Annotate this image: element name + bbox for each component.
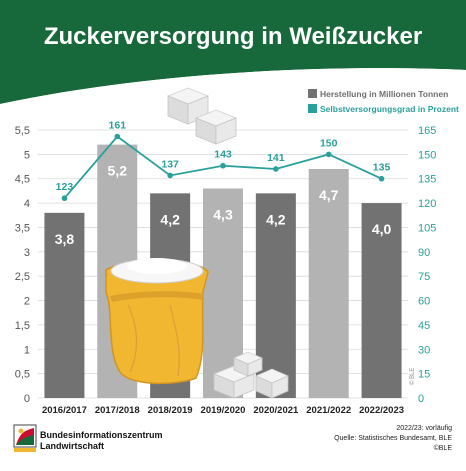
right-tick-label: 60 [418, 296, 430, 308]
line-value-label: 161 [109, 119, 127, 131]
footer-org-line1: Bundesinformationszentrum [40, 430, 163, 440]
line-value-label: 135 [373, 162, 391, 174]
bar [44, 212, 85, 398]
bar [361, 203, 402, 398]
bar-value-label: 4,2 [160, 211, 180, 227]
right-tick-label: 75 [418, 271, 430, 283]
bar-value-label: 4,2 [266, 211, 286, 227]
line-value-label: 150 [320, 137, 338, 149]
bar-value-label: 4,0 [372, 221, 392, 237]
x-tick-label: 2016/2017 [42, 405, 87, 416]
bar [308, 168, 349, 398]
line-point [114, 133, 121, 140]
right-tick-label: 15 [418, 369, 430, 381]
right-tick-label: 150 [418, 149, 436, 161]
bar [255, 193, 296, 398]
footer-org-line2: Landwirtschaft [40, 441, 104, 451]
left-tick-label: 4,5 [15, 174, 30, 186]
header-band [0, 0, 466, 112]
line-value-label: 123 [56, 181, 74, 193]
page-title: Zuckerversorgung in Weißzucker [44, 23, 422, 50]
line-value-label: 141 [267, 152, 285, 164]
sugar-cubes-bottom-illustration [212, 351, 289, 399]
line-point [167, 172, 173, 179]
left-tick-label: 4 [24, 198, 30, 210]
right-axis-ticks: 0 15 30 45 60 75 90 105 120 135 150 165 [418, 125, 436, 405]
right-tick-label: 165 [418, 125, 436, 137]
right-tick-label: 120 [418, 198, 436, 210]
left-tick-label: 2 [24, 296, 30, 308]
bar-value-label: 4,7 [319, 187, 339, 203]
ble-logo-icon [13, 424, 37, 452]
right-tick-label: 105 [418, 222, 436, 234]
left-axis-ticks: 0 0,5 1 1,5 2 2,5 3 3,5 4 4,5 5 5,5 [15, 125, 30, 405]
legend-label-line: Selbstversorgungsgrad in Prozent [320, 104, 459, 114]
left-tick-label: 3,5 [15, 222, 30, 234]
left-tick-label: 0 [24, 393, 30, 405]
legend-swatch-line [308, 104, 317, 113]
watermark: © BLE [409, 368, 416, 385]
right-tick-label: 0 [418, 393, 424, 405]
left-tick-label: 5,5 [15, 125, 30, 137]
line-point [61, 195, 68, 202]
sugar-bag-illustration [105, 258, 209, 385]
line-series: 123 161 137 143 141 150 135 [56, 119, 391, 202]
x-tick-label: 2017/2018 [95, 405, 140, 416]
left-tick-label: 2,5 [15, 271, 30, 283]
sugar-cubes-top-illustration [166, 87, 238, 145]
bar-value-label: 3,8 [55, 231, 75, 247]
bar-value-label: 4,3 [213, 206, 233, 222]
footer-copyright: ©BLE [434, 444, 453, 452]
right-tick-label: 45 [418, 320, 430, 332]
legend-label-bars: Herstellung in Millionen Tonnen [320, 89, 448, 99]
footer-note: 2022/23: vorläufig [396, 425, 452, 432]
line-point [325, 151, 332, 158]
legend-swatch-bars [308, 89, 317, 98]
bar-value-label: 5,2 [108, 163, 128, 179]
line-point [273, 166, 279, 172]
line-value-label: 143 [214, 149, 232, 161]
bar-value-labels: 3,8 5,2 4,2 4,3 4,2 4,7 4,0 [55, 163, 392, 247]
right-tick-label: 30 [418, 344, 430, 356]
left-tick-label: 1 [24, 344, 30, 356]
footer-source: Quelle: Statistisches Bundesamt, BLE [334, 435, 452, 442]
x-tick-label: 2018/2019 [148, 405, 193, 416]
line-point [378, 175, 385, 182]
legend: Herstellung in Millionen Tonnen Selbstve… [308, 89, 459, 114]
x-tick-label: 2020/2021 [253, 405, 299, 416]
x-tick-label: 2022/2023 [359, 405, 404, 416]
left-tick-label: 5 [24, 149, 30, 161]
x-axis-ticks: 2016/2017 2017/2018 2018/2019 2019/2020 2020… [42, 405, 404, 416]
bars [44, 144, 402, 398]
right-tick-label: 135 [418, 174, 436, 186]
line-value-label: 137 [161, 158, 179, 170]
line-point [220, 162, 226, 169]
x-tick-label: 2021/2022 [306, 405, 351, 416]
left-tick-label: 3 [24, 247, 30, 259]
x-tick-label: 2019/2020 [201, 405, 246, 416]
left-tick-label: 1,5 [15, 320, 30, 332]
left-tick-label: 0,5 [15, 369, 30, 381]
right-tick-label: 90 [418, 247, 430, 259]
